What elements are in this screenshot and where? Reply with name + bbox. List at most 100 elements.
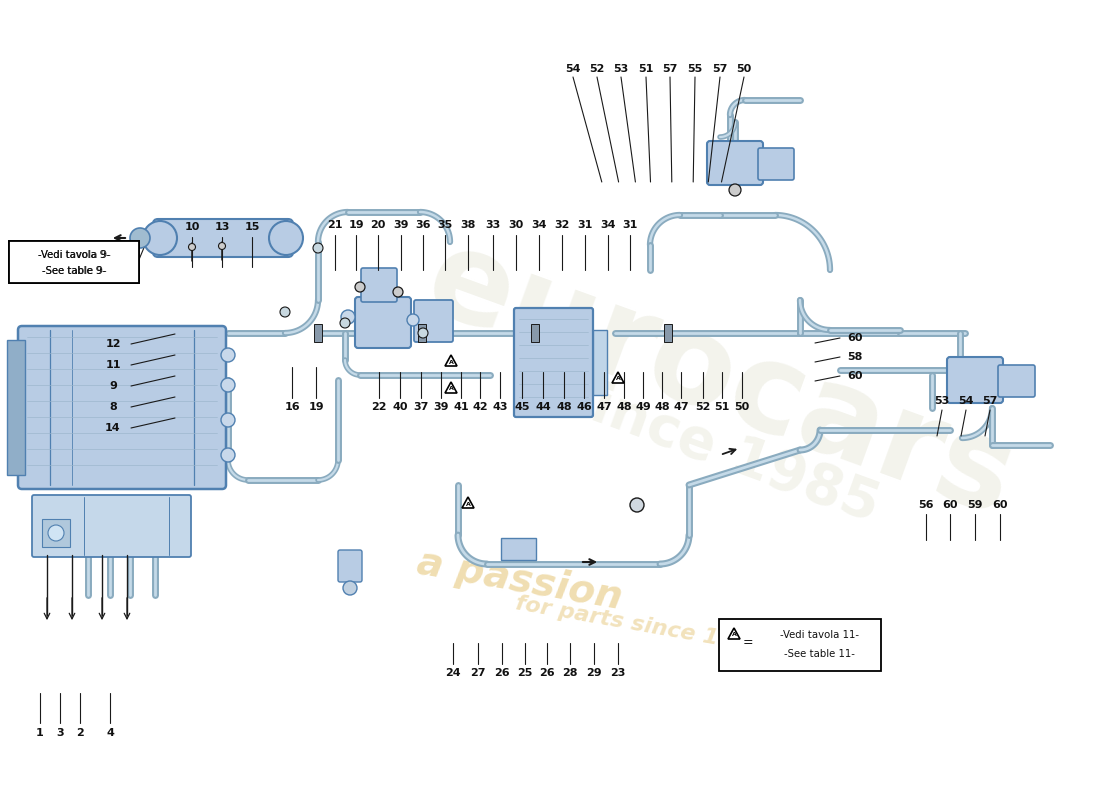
Text: 58: 58 bbox=[847, 352, 862, 362]
Text: 51: 51 bbox=[638, 64, 653, 74]
Text: 60: 60 bbox=[847, 333, 862, 343]
Bar bbox=[664, 324, 672, 342]
Text: 1: 1 bbox=[36, 728, 44, 738]
Text: 42: 42 bbox=[472, 402, 487, 412]
Text: 40: 40 bbox=[393, 402, 408, 412]
FancyBboxPatch shape bbox=[758, 148, 794, 180]
Polygon shape bbox=[612, 372, 624, 383]
Circle shape bbox=[418, 328, 428, 338]
Text: 8: 8 bbox=[109, 402, 117, 412]
Text: 12: 12 bbox=[106, 339, 121, 349]
Text: 48: 48 bbox=[654, 402, 670, 412]
Circle shape bbox=[340, 318, 350, 328]
Polygon shape bbox=[728, 628, 740, 639]
Text: 48: 48 bbox=[616, 402, 631, 412]
Text: 22: 22 bbox=[372, 402, 387, 412]
Text: 14: 14 bbox=[106, 423, 121, 433]
Bar bbox=[500, 538, 536, 560]
Text: 51: 51 bbox=[714, 402, 729, 412]
Text: 19: 19 bbox=[308, 402, 323, 412]
Text: 36: 36 bbox=[416, 220, 431, 230]
Text: 49: 49 bbox=[635, 402, 651, 412]
FancyBboxPatch shape bbox=[514, 308, 593, 417]
Text: 11: 11 bbox=[106, 360, 121, 370]
Text: 26: 26 bbox=[539, 668, 554, 678]
Circle shape bbox=[221, 378, 235, 392]
Circle shape bbox=[221, 348, 235, 362]
Circle shape bbox=[221, 448, 235, 462]
Text: 24: 24 bbox=[446, 668, 461, 678]
Text: 2: 2 bbox=[76, 728, 84, 738]
Circle shape bbox=[270, 221, 302, 255]
Text: 27: 27 bbox=[471, 668, 486, 678]
Text: 26: 26 bbox=[494, 668, 509, 678]
Text: 39: 39 bbox=[433, 402, 449, 412]
Text: -Vedi tavola 11-: -Vedi tavola 11- bbox=[780, 630, 859, 640]
Text: for parts since 1985: for parts since 1985 bbox=[514, 594, 766, 657]
Text: eurocars: eurocars bbox=[410, 218, 1030, 542]
Text: -Vedi tavola 9-: -Vedi tavola 9- bbox=[37, 250, 110, 260]
FancyBboxPatch shape bbox=[719, 619, 881, 671]
Text: 34: 34 bbox=[601, 220, 616, 230]
Text: -See table 11-: -See table 11- bbox=[784, 649, 855, 659]
Text: 16: 16 bbox=[284, 402, 300, 412]
FancyBboxPatch shape bbox=[9, 241, 139, 283]
Bar bbox=[314, 324, 322, 342]
Text: 20: 20 bbox=[371, 220, 386, 230]
Circle shape bbox=[130, 228, 150, 248]
FancyBboxPatch shape bbox=[707, 141, 763, 185]
Text: 31: 31 bbox=[578, 220, 593, 230]
FancyBboxPatch shape bbox=[338, 550, 362, 582]
Text: A: A bbox=[732, 633, 736, 638]
Text: 60: 60 bbox=[943, 500, 958, 510]
Text: 46: 46 bbox=[576, 402, 592, 412]
Text: 29: 29 bbox=[586, 668, 602, 678]
Text: A: A bbox=[465, 502, 471, 506]
FancyBboxPatch shape bbox=[947, 357, 1003, 403]
Text: 39: 39 bbox=[394, 220, 409, 230]
Text: A: A bbox=[449, 359, 453, 365]
Text: 41: 41 bbox=[453, 402, 469, 412]
FancyBboxPatch shape bbox=[18, 326, 226, 489]
Text: 34: 34 bbox=[531, 220, 547, 230]
Text: 53: 53 bbox=[614, 64, 628, 74]
Text: 53: 53 bbox=[934, 396, 949, 406]
Circle shape bbox=[188, 243, 196, 250]
Polygon shape bbox=[446, 355, 456, 366]
FancyBboxPatch shape bbox=[32, 495, 191, 557]
Text: 10: 10 bbox=[185, 222, 200, 232]
Text: 44: 44 bbox=[535, 402, 551, 412]
Text: =: = bbox=[742, 636, 754, 649]
Text: a passion: a passion bbox=[415, 543, 626, 617]
Circle shape bbox=[343, 581, 358, 595]
Text: 33: 33 bbox=[485, 220, 501, 230]
Text: 50: 50 bbox=[735, 402, 749, 412]
Text: -See table 9-: -See table 9- bbox=[42, 266, 106, 276]
Text: -Vedi tavola 9-: -Vedi tavola 9- bbox=[39, 250, 110, 260]
Text: 21: 21 bbox=[328, 220, 343, 230]
Text: 47: 47 bbox=[673, 402, 689, 412]
Text: 37: 37 bbox=[414, 402, 429, 412]
Circle shape bbox=[630, 498, 644, 512]
Text: 9: 9 bbox=[109, 381, 117, 391]
Text: 45: 45 bbox=[515, 402, 530, 412]
Circle shape bbox=[280, 307, 290, 317]
Text: 23: 23 bbox=[610, 668, 626, 678]
Circle shape bbox=[219, 242, 225, 250]
Text: 35: 35 bbox=[438, 220, 452, 230]
Bar bbox=[593, 330, 607, 395]
FancyBboxPatch shape bbox=[361, 268, 397, 302]
Text: 32: 32 bbox=[554, 220, 570, 230]
FancyBboxPatch shape bbox=[153, 219, 293, 257]
Text: 30: 30 bbox=[508, 220, 524, 230]
Text: 57: 57 bbox=[713, 64, 728, 74]
Text: 4: 4 bbox=[106, 728, 114, 738]
Text: 43: 43 bbox=[493, 402, 508, 412]
Circle shape bbox=[729, 184, 741, 196]
Text: 56: 56 bbox=[918, 500, 934, 510]
Bar bbox=[42, 519, 70, 547]
Text: 13: 13 bbox=[214, 222, 230, 232]
Text: 57: 57 bbox=[982, 396, 998, 406]
Text: 60: 60 bbox=[992, 500, 1008, 510]
Circle shape bbox=[393, 287, 403, 297]
